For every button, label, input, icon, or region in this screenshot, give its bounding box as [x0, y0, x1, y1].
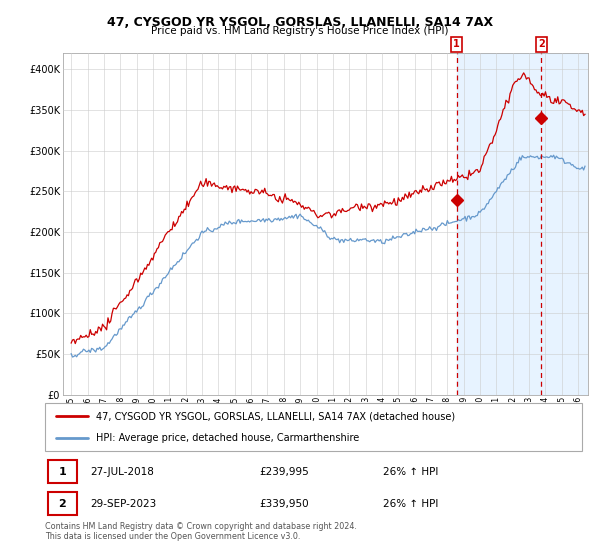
Bar: [47, 492, 77, 515]
Text: 1: 1: [59, 466, 67, 477]
Bar: [457, 53, 600, 395]
Text: HPI: Average price, detached house, Carmarthenshire: HPI: Average price, detached house, Carm…: [96, 433, 359, 443]
Text: 27-JUL-2018: 27-JUL-2018: [91, 466, 155, 477]
Text: 47, CYSGOD YR YSGOL, GORSLAS, LLANELLI, SA14 7AX (detached house): 47, CYSGOD YR YSGOL, GORSLAS, LLANELLI, …: [96, 411, 455, 421]
Text: 47, CYSGOD YR YSGOL, GORSLAS, LLANELLI, SA14 7AX: 47, CYSGOD YR YSGOL, GORSLAS, LLANELLI, …: [107, 16, 493, 29]
Text: 29-SEP-2023: 29-SEP-2023: [91, 499, 157, 509]
Text: 26% ↑ HPI: 26% ↑ HPI: [383, 499, 439, 509]
Bar: [541, 53, 600, 395]
Text: 26% ↑ HPI: 26% ↑ HPI: [383, 466, 439, 477]
Text: 1: 1: [453, 39, 460, 49]
Text: £239,995: £239,995: [260, 466, 310, 477]
Text: 2: 2: [59, 499, 67, 509]
Text: Price paid vs. HM Land Registry's House Price Index (HPI): Price paid vs. HM Land Registry's House …: [151, 26, 449, 36]
Text: 2: 2: [538, 39, 545, 49]
Bar: [47, 460, 77, 483]
Text: Contains HM Land Registry data © Crown copyright and database right 2024.
This d: Contains HM Land Registry data © Crown c…: [45, 522, 357, 542]
Text: £339,950: £339,950: [260, 499, 310, 509]
